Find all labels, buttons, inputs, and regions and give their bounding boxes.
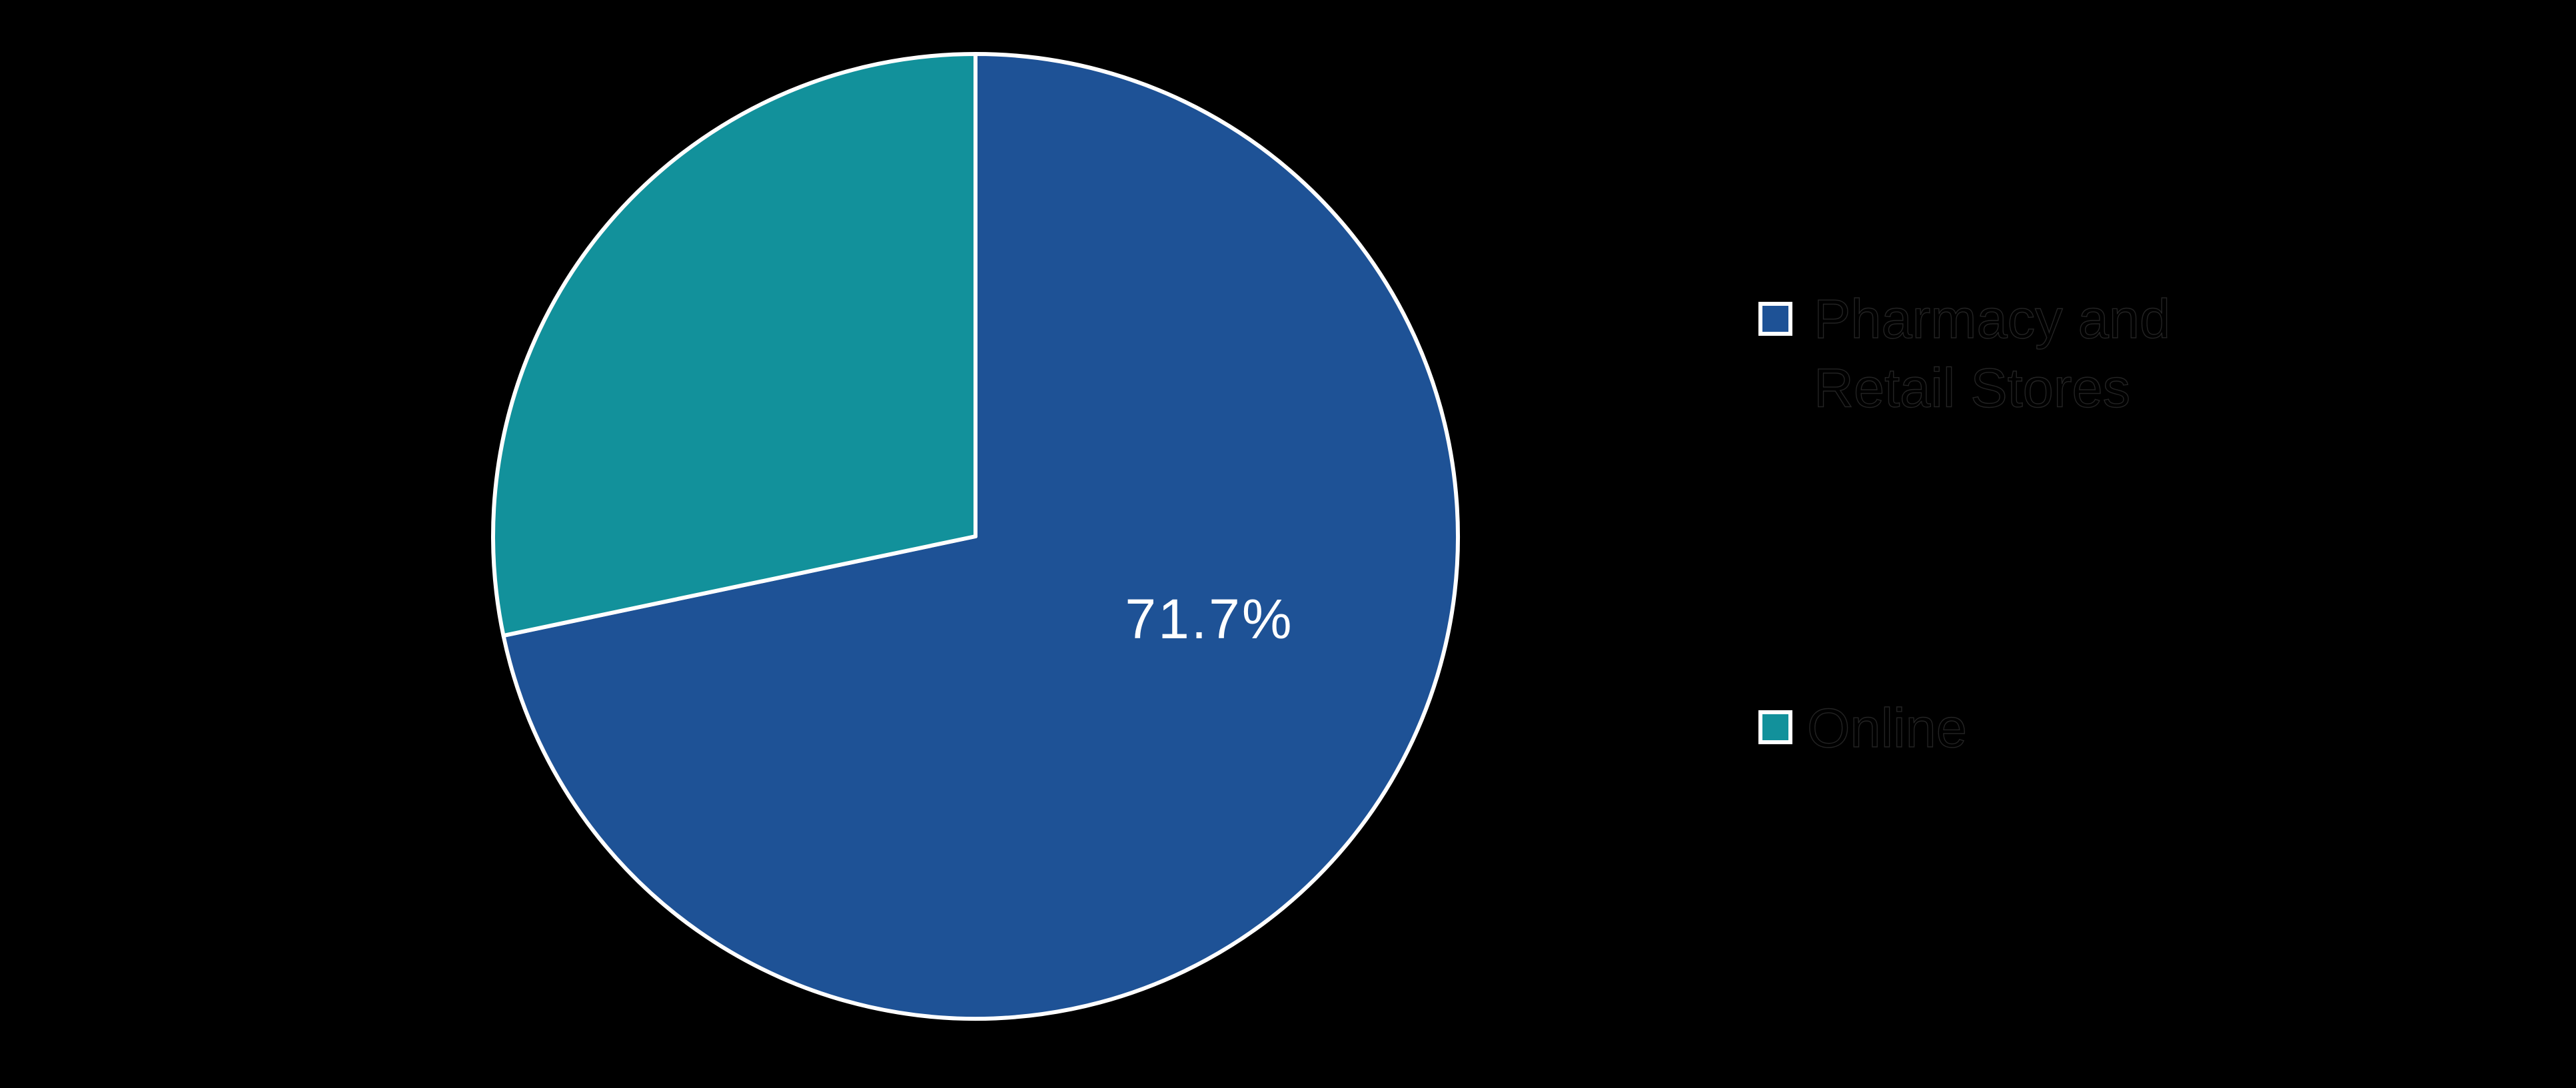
svg-text:Pharmacy and: Pharmacy and <box>1814 288 2170 350</box>
svg-text:71.7%: 71.7% <box>1125 588 1293 650</box>
svg-text:Online: Online <box>1807 697 1967 759</box>
svg-text:Retail Stores: Retail Stores <box>1814 357 2130 419</box>
